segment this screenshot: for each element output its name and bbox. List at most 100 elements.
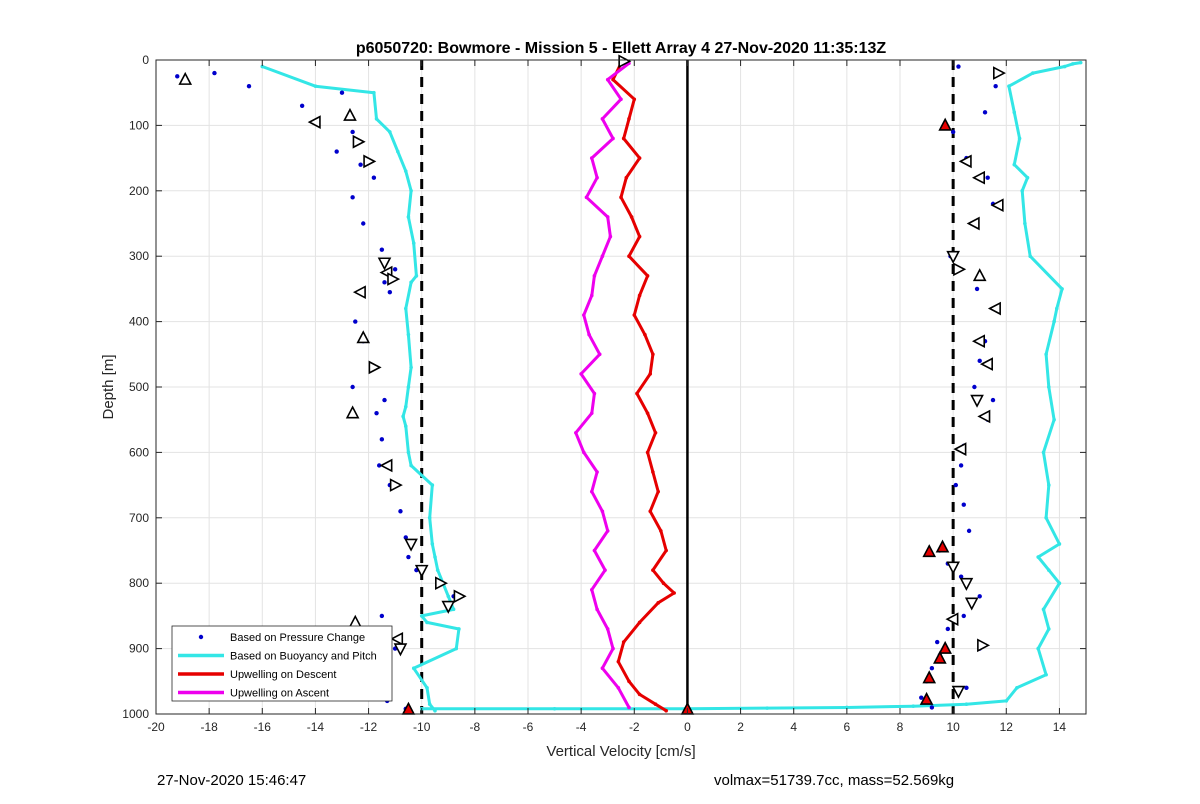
series-point-buoyancy_descent [313, 84, 318, 88]
series-point-buoyancy_descent [433, 555, 437, 559]
series-point-upwelling_descent [627, 679, 631, 684]
series-point-upwelling_ascent [605, 627, 610, 631]
series-point-buoyancy_ascent [1017, 136, 1022, 141]
triangle-marker [435, 576, 449, 591]
series-point-upwelling_ascent [582, 313, 586, 317]
triangle-marker [951, 685, 966, 699]
series-point-buoyancy_descent [406, 332, 411, 337]
x-tick-label: 14 [1053, 720, 1067, 734]
series-point-buoyancy_descent [454, 646, 459, 651]
legend-box [171, 625, 393, 702]
series-point-buoyancy_ascent [1041, 450, 1046, 455]
pressure-change-point [929, 666, 935, 671]
pressure-change-point [958, 463, 964, 468]
pressure-change-point [379, 247, 385, 252]
series-point-buoyancy_ascent [1062, 64, 1067, 69]
series-point-upwelling_descent [632, 313, 637, 317]
series-point-buoyancy_ascent [1052, 417, 1056, 422]
x-tick-label: -12 [360, 720, 378, 734]
series-point-upwelling_descent [672, 591, 676, 595]
series-point-upwelling_ascent [592, 274, 597, 278]
triangle-marker [993, 66, 1007, 80]
x-tick-label: -16 [254, 720, 272, 734]
x-tick-label: -8 [470, 720, 481, 734]
pressure-change-point [977, 594, 982, 599]
series-point-upwelling_descent [637, 620, 642, 625]
series-point-buoyancy_ascent [964, 702, 969, 706]
series-point-buoyancy_descent [388, 130, 392, 134]
series-point-upwelling_descent [621, 640, 626, 644]
y-tick-label: 1000 [122, 707, 149, 721]
pressure-change-point [953, 482, 958, 488]
triangle-marker [970, 394, 984, 408]
series-point-buoyancy_descent [446, 594, 451, 599]
y-tick-label: 900 [129, 642, 149, 656]
pressure-change-point [982, 110, 988, 115]
triangle-marker [972, 268, 987, 282]
pressure-change-point [392, 267, 398, 272]
triangle-marker [946, 561, 960, 575]
pressure-change-point [961, 613, 966, 619]
triangle-marker [938, 640, 952, 654]
x-tick-label: 8 [897, 720, 904, 734]
pressure-change-point [929, 705, 935, 710]
series-point-buoyancy_ascent [1007, 84, 1011, 88]
triangle-marker [307, 115, 321, 129]
series-point-buoyancy_ascent [1057, 542, 1062, 546]
series-point-upwelling_ascent [605, 529, 610, 533]
series-point-buoyancy_descent [401, 414, 405, 419]
series-point-upwelling_descent [637, 692, 642, 697]
series-point-upwelling_descent [645, 411, 650, 415]
triangle-marker [987, 301, 1001, 316]
triangle-marker [946, 250, 960, 264]
triangle-marker [352, 134, 366, 149]
chart-title: p6050720: Bowmore - Mission 5 - Ellett A… [356, 40, 887, 57]
y-tick-label: 800 [129, 576, 149, 590]
pressure-change-point [379, 613, 385, 619]
series-point-buoyancy_ascent [1015, 686, 1019, 690]
series-point-upwelling_descent [637, 156, 642, 160]
triangle-marker [977, 409, 991, 424]
series-point-buoyancy_ascent [1052, 319, 1056, 324]
triangle-marker [377, 257, 392, 271]
legend: Based on Pressure Change Based on Buoyanc… [171, 625, 393, 702]
series-point-buoyancy_descent [403, 306, 408, 311]
triangle-marker [971, 334, 986, 349]
pressure-change-point [972, 384, 977, 390]
triangle-marker [343, 107, 357, 121]
series-point-buoyancy_ascent [1070, 62, 1075, 66]
series-point-buoyancy_descent [425, 686, 429, 690]
y-tick-label: 700 [129, 511, 149, 525]
pressure-change-point [974, 286, 980, 292]
series-point-buoyancy_descent [403, 424, 408, 429]
x-tick-label: 12 [1000, 720, 1014, 734]
series-point-upwelling_descent [648, 509, 653, 514]
pressure-change-point [382, 397, 387, 403]
series-point-upwelling_ascent [611, 646, 615, 651]
series-point-buoyancy_descent [411, 241, 416, 245]
series-point-upwelling_ascent [600, 666, 605, 671]
pressure-change-point [406, 554, 411, 560]
pressure-change-point [990, 397, 996, 403]
series-point-buoyancy_descent [409, 463, 413, 468]
triangle-marker [953, 442, 967, 456]
series-layer [175, 60, 1083, 713]
series-point-upwelling_ascent [589, 489, 594, 494]
triangle-marker [971, 170, 986, 185]
series-point-upwelling_ascent [579, 372, 583, 376]
series-point-buoyancy_descent [409, 365, 413, 370]
triangle-marker [345, 405, 360, 419]
series-point-upwelling_descent [637, 234, 642, 239]
series-point-buoyancy_descent [374, 117, 379, 121]
series-point-buoyancy_ascent [845, 705, 849, 710]
series-point-upwelling_descent [656, 489, 660, 494]
series-point-upwelling_ascent [608, 234, 613, 239]
series-point-buoyancy_descent [430, 542, 435, 546]
series-point-upwelling_ascent [589, 411, 594, 415]
series-point-buoyancy_ascent [765, 706, 769, 710]
x-tick-label: -20 [147, 720, 165, 734]
pressure-change-point [958, 574, 964, 579]
series-point-upwelling_ascent [616, 686, 621, 690]
series-point-buoyancy_descent [419, 614, 424, 618]
series-point-upwelling_ascent [600, 117, 605, 121]
